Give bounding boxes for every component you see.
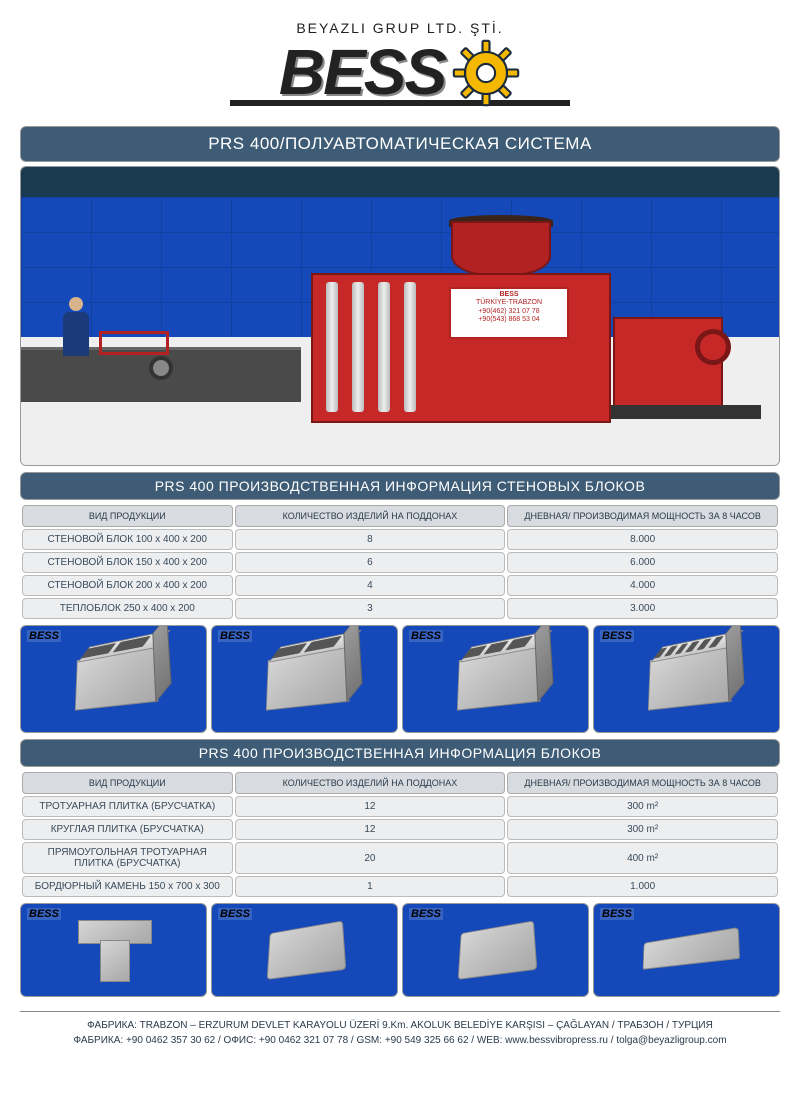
table-cell: 1.000 (507, 876, 778, 897)
table-cell: 6 (235, 552, 506, 573)
table-cell: 300 m² (507, 819, 778, 840)
table-cell: ТРОТУАРНАЯ ПЛИТКА (БРУСЧАТКА) (22, 796, 233, 817)
table-header: ДНЕВНАЯ/ ПРОИЗВОДИМАЯ МОЩНОСТЬ ЗА 8 ЧАСО… (507, 505, 778, 527)
paver-shape (456, 923, 536, 977)
section1-title: PRS 400 ПРОИЗВОДСТВЕННАЯ ИНФОРМАЦИЯ СТЕН… (20, 472, 780, 500)
paver-shape (78, 920, 150, 980)
block-shape (260, 651, 350, 707)
table-row: СТЕНОВОЙ БЛОК 200 x 400 x 20044.000 (22, 575, 778, 596)
table-cell: 3 (235, 598, 506, 619)
table-cell: СТЕНОВОЙ БЛОК 200 x 400 x 200 (22, 575, 233, 596)
table-cell: КРУГЛАЯ ПЛИТКА (БРУСЧАТКА) (22, 819, 233, 840)
bess-logo-small: BESS (27, 908, 61, 920)
block-shape (451, 651, 541, 707)
table-row: СТЕНОВОЙ БЛОК 150 x 400 x 20066.000 (22, 552, 778, 573)
table-cell: 4 (235, 575, 506, 596)
section2-table: ВИД ПРОДУКЦИИ КОЛИЧЕСТВО ИЗДЕЛИЙ НА ПОДД… (20, 770, 780, 899)
table-cell: ТЕПЛОБЛОК 250 x 400 x 200 (22, 598, 233, 619)
block-card: BESS (211, 903, 398, 997)
block-card: BESS (593, 625, 780, 733)
machine-panel: BESS TÜRKİYE-TRABZON +90(462) 321 07 78 … (449, 287, 569, 339)
bess-logo-small: BESS (600, 908, 634, 920)
worker-icon (51, 297, 101, 357)
bess-logo-small: BESS (409, 908, 443, 920)
table-cell: 1 (235, 876, 506, 897)
block-shape (642, 651, 732, 707)
block-card: BESS (20, 903, 207, 997)
table-cell: 4.000 (507, 575, 778, 596)
main-title: PRS 400/ПОЛУАВТОМАТИЧЕСКАЯ СИСТЕМА (20, 126, 780, 162)
table-cell: 12 (235, 796, 506, 817)
section2-title: PRS 400 ПРОИЗВОДСТВЕННАЯ ИНФОРМАЦИЯ БЛОК… (20, 739, 780, 767)
table-row: СТЕНОВОЙ БЛОК 100 x 400 x 20088.000 (22, 529, 778, 550)
block-card: BESS (402, 903, 589, 997)
table-row: БОРДЮРНЫЙ КАМЕНЬ 150 x 700 x 30011.000 (22, 876, 778, 897)
bess-logo-small: BESS (218, 908, 252, 920)
bess-logo-small: BESS (27, 630, 61, 642)
footer: ФАБРИКА: TRABZON – ERZURUM DEVLET KARAYO… (20, 1011, 780, 1048)
table-header: ВИД ПРОДУКЦИИ (22, 772, 233, 794)
gear-icon (451, 38, 521, 108)
bess-logo-small: BESS (409, 630, 443, 642)
bess-logo-small: BESS (600, 630, 634, 642)
table-cell: СТЕНОВОЙ БЛОК 100 x 400 x 200 (22, 529, 233, 550)
table-row: ТЕПЛОБЛОК 250 x 400 x 20033.000 (22, 598, 778, 619)
block-card: BESS (211, 625, 398, 733)
table-cell: 6.000 (507, 552, 778, 573)
block-card: BESS (402, 625, 589, 733)
table-cell: 8 (235, 529, 506, 550)
table-row: ПРЯМОУГОЛЬНАЯ ТРОТУАРНАЯ ПЛИТКА (БРУСЧАТ… (22, 842, 778, 874)
table-cell: 8.000 (507, 529, 778, 550)
bess-logo-small: BESS (218, 630, 252, 642)
table-cell: ПРЯМОУГОЛЬНАЯ ТРОТУАРНАЯ ПЛИТКА (БРУСЧАТ… (22, 842, 233, 874)
table-cell: СТЕНОВОЙ БЛОК 150 x 400 x 200 (22, 552, 233, 573)
table-header: КОЛИЧЕСТВО ИЗДЕЛИЙ НА ПОДДОНАХ (235, 505, 506, 527)
machine-icon: BESS TÜRKİYE-TRABZON +90(462) 321 07 78 … (301, 227, 641, 442)
table-cell: 12 (235, 819, 506, 840)
logo-text: BESS (279, 44, 445, 102)
footer-address: ФАБРИКА: TRABZON – ERZURUM DEVLET KARAYO… (20, 1018, 780, 1033)
block-shape (69, 651, 159, 707)
machine-illustration: BESS TÜRKİYE-TRABZON +90(462) 321 07 78 … (20, 166, 780, 466)
block-card: BESS (20, 625, 207, 733)
table-cell: 3.000 (507, 598, 778, 619)
table-header: ДНЕВНАЯ/ ПРОИЗВОДИМАЯ МОЩНОСТЬ ЗА 8 ЧАСО… (507, 772, 778, 794)
company-subtitle: BEYAZLI GRUP LTD. ŞTİ. (20, 20, 780, 36)
table-row: ТРОТУАРНАЯ ПЛИТКА (БРУСЧАТКА)12300 m² (22, 796, 778, 817)
table-cell: БОРДЮРНЫЙ КАМЕНЬ 150 x 700 x 300 (22, 876, 233, 897)
paver-shape (265, 923, 345, 977)
table-header: ВИД ПРОДУКЦИИ (22, 505, 233, 527)
table-cell: 400 m² (507, 842, 778, 874)
table-cell: 300 m² (507, 796, 778, 817)
block-card: BESS (593, 903, 780, 997)
table-header: КОЛИЧЕСТВО ИЗДЕЛИЙ НА ПОДДОНАХ (235, 772, 506, 794)
paver-shape (632, 935, 742, 965)
company-logo: BEYAZLI GRUP LTD. ŞTİ. BESS (20, 20, 780, 106)
footer-contact: ФАБРИКА: +90 0462 357 30 62 / ОФИС: +90 … (20, 1033, 780, 1048)
table-row: КРУГЛАЯ ПЛИТКА (БРУСЧАТКА)12300 m² (22, 819, 778, 840)
table-cell: 20 (235, 842, 506, 874)
section1-table: ВИД ПРОДУКЦИИ КОЛИЧЕСТВО ИЗДЕЛИЙ НА ПОДД… (20, 503, 780, 621)
cart-icon (99, 325, 179, 380)
